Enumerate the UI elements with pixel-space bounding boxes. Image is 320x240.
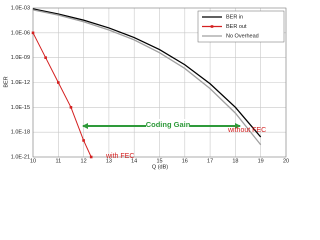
x-tick-label: 11	[55, 158, 61, 164]
legend-label: No Overhead	[226, 33, 259, 39]
y-tick-label: 1.0E-18	[11, 130, 30, 136]
legend-label: BER in	[226, 14, 243, 20]
label-bg	[146, 119, 190, 131]
x-tick-label: 17	[207, 158, 213, 164]
coding-gain-label: Coding Gain	[146, 120, 191, 129]
point-marker	[31, 31, 35, 35]
point-marker	[69, 106, 73, 109]
plot-frame	[32, 7, 287, 158]
series-line	[32, 32, 92, 158]
x-axis-label: Q (dB)	[152, 164, 168, 170]
page: {"chart_data": {"type": "line", "x_label…	[3, 5, 290, 171]
x-tick-label: 10	[30, 158, 36, 164]
x-tick-label: 12	[81, 158, 87, 164]
x-tick-label: 13	[106, 158, 112, 164]
chart: BER Q (dB) 1.0E-21 1.0E-18 1.0E-15 1.0E-12 1…	[3, 5, 289, 170]
y-axis-label: BER	[3, 76, 9, 87]
legend-label: BER out	[226, 24, 247, 30]
point-marker	[89, 155, 93, 159]
x-tick-label: 18	[232, 158, 238, 164]
x-tick-label: 15	[156, 158, 162, 164]
point-marker	[44, 56, 47, 59]
series-line	[32, 9, 262, 146]
y-tick-label: 1.0E-21	[11, 154, 30, 160]
y-tick-label: 1.0E-03	[11, 5, 30, 11]
x-tick-label: 16	[182, 158, 188, 164]
x-tick-label: 14	[131, 158, 137, 164]
point-marker	[57, 81, 60, 84]
y-tick-label: 1.0E-09	[11, 55, 30, 61]
series-line	[32, 8, 262, 138]
with-fec-label: with FEC	[105, 153, 134, 160]
x-tick-label: 19	[258, 158, 264, 164]
without-fec-label: without FEC	[227, 127, 266, 134]
y-tick-label: 1.0E-12	[11, 80, 30, 86]
y-tick-label: 1.0E-15	[11, 105, 30, 111]
x-tick-label: 20	[283, 158, 289, 164]
legend-marker	[210, 25, 214, 28]
point-marker	[82, 139, 85, 142]
y-tick-label: 1.0E-06	[11, 30, 30, 36]
